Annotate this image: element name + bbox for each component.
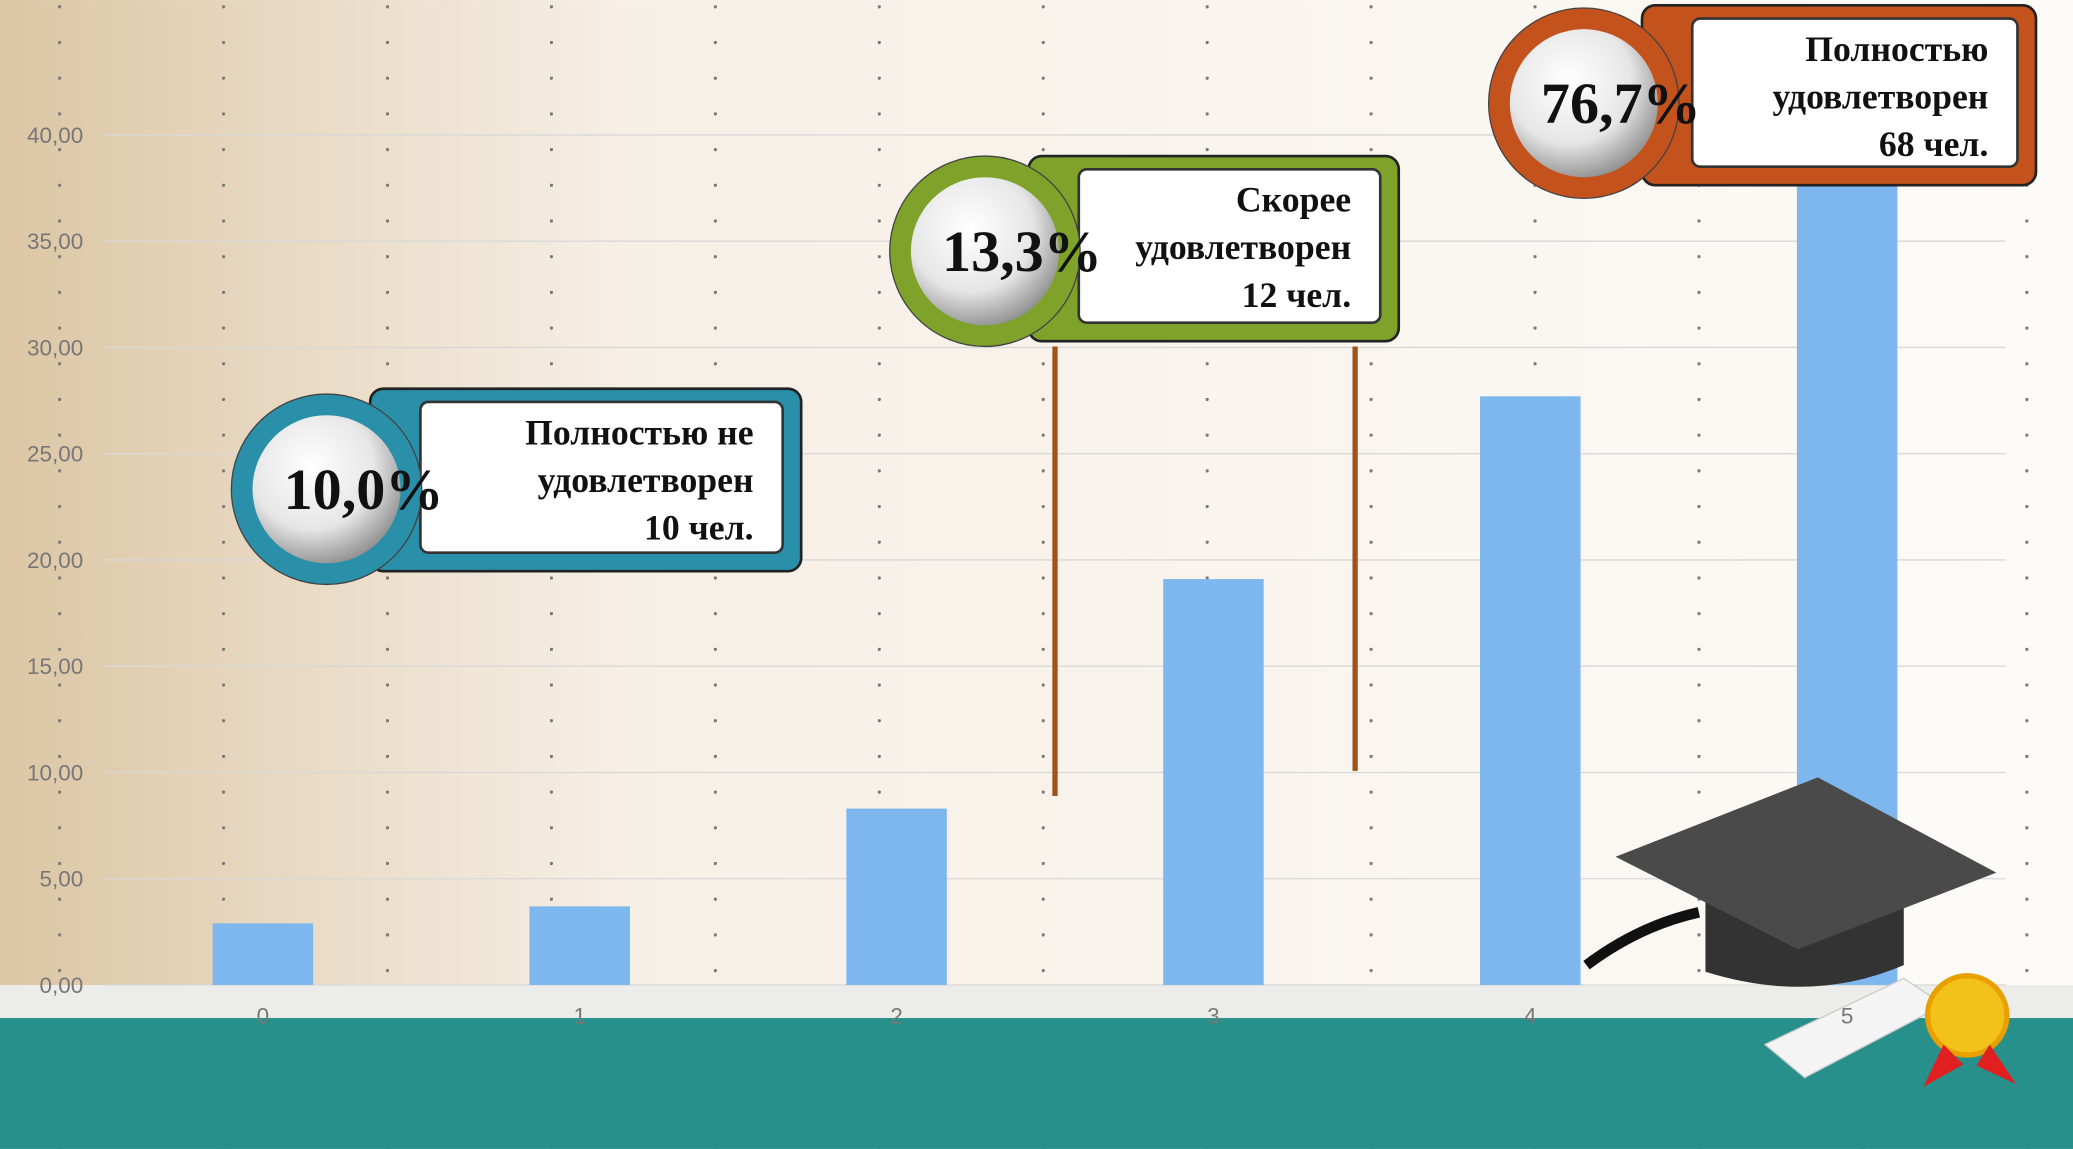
bar xyxy=(212,923,314,986)
y-tick-label: 20,00 xyxy=(27,548,83,573)
x-tick-label: 0 xyxy=(257,1003,270,1028)
y-tick-label: 0,00 xyxy=(40,973,84,998)
x-tick-label: 2 xyxy=(890,1003,903,1028)
callout: 10,0% Полностью не удовлетворен 10 чел. xyxy=(230,387,803,586)
callout-percent: 13,3% xyxy=(942,219,1102,284)
callout: 76,7% Полностью удовлетворен 68 чел. xyxy=(1487,4,2038,200)
callout-ball xyxy=(252,415,401,564)
y-tick-label: 25,00 xyxy=(27,442,83,467)
callout-box xyxy=(1690,17,2019,168)
y-tick-label: 10,00 xyxy=(27,760,83,785)
y-tick-label: 30,00 xyxy=(27,335,83,360)
y-tick-label: 40,00 xyxy=(27,123,83,148)
bar xyxy=(846,808,947,986)
callout-text: 68 чел. xyxy=(1879,124,1989,164)
callout-text: Полностью не xyxy=(525,412,753,452)
y-tick-label: 35,00 xyxy=(27,229,83,254)
floor-strip xyxy=(0,985,2073,1019)
x-tick-label: 5 xyxy=(1841,1003,1854,1028)
bar xyxy=(1163,579,1264,986)
callout-ball xyxy=(910,177,1059,326)
bar xyxy=(529,906,630,986)
x-tick-label: 3 xyxy=(1207,1003,1220,1028)
y-tick-label: 15,00 xyxy=(27,654,83,679)
graduation-cap xyxy=(1583,777,2017,1087)
callout-ball xyxy=(1509,29,1658,178)
callout-text: удовлетворен xyxy=(1772,76,1988,116)
y-tick-label: 5,00 xyxy=(40,867,84,892)
callout-text: удовлетворен xyxy=(538,460,754,500)
x-tick-label: 1 xyxy=(573,1003,586,1028)
callout-text: удовлетворен xyxy=(1135,227,1351,267)
floor-band xyxy=(0,1018,2073,1149)
callout-text: Скорее xyxy=(1236,180,1351,220)
callout-text: 10 чел. xyxy=(644,507,754,547)
x-tick-label: 4 xyxy=(1524,1003,1537,1028)
callout: 13,3% Скорее удовлетворен 12 чел. xyxy=(889,154,1401,348)
callout-percent: 10,0% xyxy=(284,457,444,522)
callout-text: 12 чел. xyxy=(1242,275,1352,315)
bar xyxy=(1480,396,1581,986)
callout-text: Полностью xyxy=(1805,29,1988,69)
callout-percent: 76,7% xyxy=(1541,71,1701,136)
